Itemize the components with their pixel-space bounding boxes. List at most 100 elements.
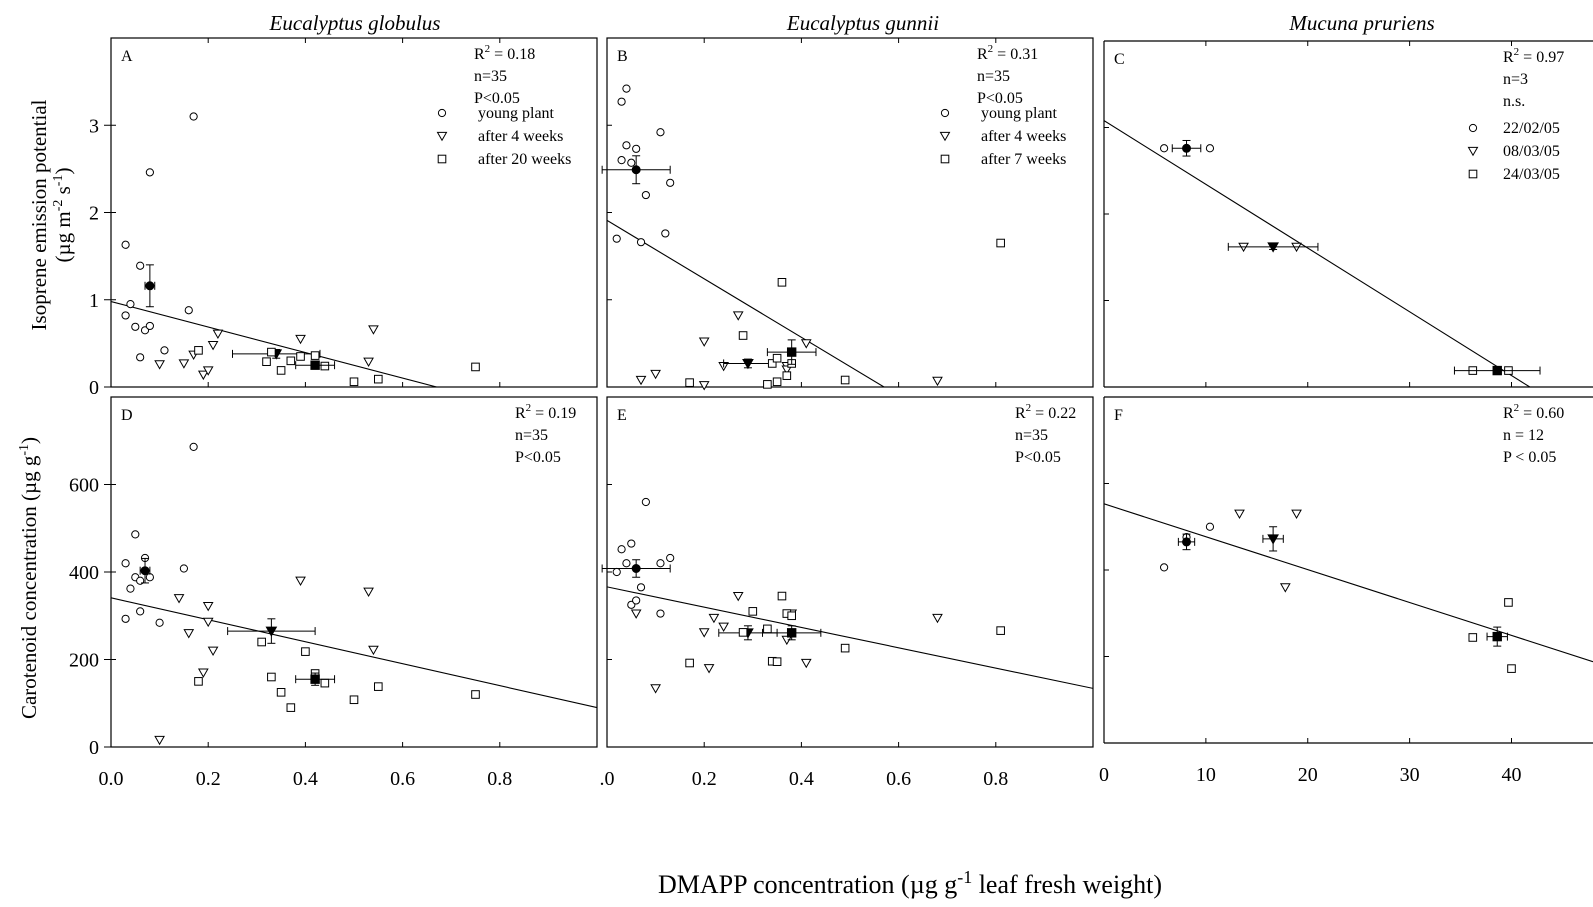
- panel-a-ytick-label: 0: [89, 377, 99, 399]
- panel-c-letter: C: [1114, 51, 1125, 68]
- panel-a-point-triangle: [207, 341, 219, 351]
- panel-d-point-triangle: [202, 617, 214, 628]
- panel-e-point-triangle: [718, 622, 730, 632]
- panel-f-xtick-label: 30: [1400, 764, 1420, 786]
- panel-f-point-triangle: [1291, 509, 1302, 520]
- panel-c-legend-item: 24/03/05: [1468, 166, 1560, 183]
- panel-f-series-circle: [1160, 522, 1215, 572]
- panel-b-r-squared-base: R: [977, 46, 988, 63]
- panel-f-point-square: [1468, 633, 1478, 642]
- panel-d-xtick-label: 0.2: [196, 768, 221, 790]
- panel-e-mean-square: [786, 628, 797, 638]
- panel-a-point-circle: [145, 168, 154, 177]
- panel-b-point-square: [763, 380, 772, 389]
- panel-e-point-circle: [656, 609, 665, 618]
- panel-d-mean-triangle: [265, 626, 278, 637]
- panel-e-point-circle: [656, 559, 665, 568]
- panel-d-xtick-label: 0.0: [99, 768, 124, 790]
- panel-c-point-circle: [1205, 144, 1215, 153]
- panel-b-legend-label: after 7 weeks: [981, 151, 1066, 168]
- panel-d-point-square: [349, 695, 359, 705]
- panel-a-point-triangle: [368, 325, 379, 335]
- panel-a-frame: [110, 37, 598, 388]
- panel-d-point-circle: [155, 618, 164, 627]
- panel-a-point-circle: [145, 321, 154, 331]
- panel-d-point-circle: [121, 559, 130, 568]
- panel-a-point-square: [262, 357, 271, 366]
- panel-c-legend-label: 08/03/05: [1503, 143, 1560, 160]
- panel-d-point-circle: [189, 442, 198, 451]
- panel-e-point-triangle: [698, 628, 710, 638]
- panel-d-regression-line: [111, 597, 597, 709]
- panel-b-point-square: [738, 331, 748, 340]
- panel-d-point-square: [320, 678, 330, 688]
- panel-c-legend-item: 22/02/05: [1468, 120, 1560, 137]
- panel-a-point-triangle: [363, 357, 374, 367]
- panel-b-point-circle: [661, 229, 670, 238]
- panel-b-r-squared-value: = 0.31: [993, 46, 1038, 63]
- panel-e-n: n=35: [1015, 427, 1048, 444]
- y-axis-label-isoprene-line2: (µg m-2 s-1): [51, 168, 75, 263]
- y-axis-label-isoprene-line1: Isoprene emission potential: [27, 99, 51, 330]
- panel-c-legend-marker-square: [1468, 169, 1478, 179]
- panel-b-point-square: [777, 278, 787, 287]
- panel-d-point-triangle: [173, 594, 185, 604]
- panel-b-n: n=35: [977, 68, 1010, 85]
- panel-d-point-square: [286, 703, 296, 712]
- panel-f-r-squared-sup: 2: [1514, 402, 1520, 414]
- panel-a-ytick-label: 1: [89, 290, 99, 312]
- panel-c-r-squared-base: R: [1503, 49, 1514, 66]
- panel-e-point-square: [763, 624, 772, 634]
- panel-a-legend-marker-circle: [437, 108, 447, 118]
- panel-a-legend-item: young plant: [437, 105, 555, 122]
- panel-f-series-triangle: [1234, 509, 1302, 593]
- panel-a-point-square: [267, 347, 276, 357]
- panel-b-r-squared-sup: 2: [988, 43, 994, 55]
- panel-c-series-triangle: [1227, 242, 1319, 253]
- panel-e-r-squared-base: R: [1015, 405, 1026, 422]
- panel-d-xtick-label: 0.6: [390, 768, 415, 790]
- panel-e-point-triangle: [630, 609, 642, 619]
- panel-b-point-triangle: [698, 381, 710, 391]
- panel-a-point-circle: [136, 353, 145, 362]
- panel-a-mean-square: [310, 360, 320, 370]
- panel-f-xtick-label: 40: [1502, 764, 1522, 786]
- panel-e-point-circle: [666, 553, 675, 563]
- panel-e-point-circle: [641, 497, 650, 507]
- panel-b-regression-line: [607, 219, 885, 387]
- panel-b-point-triangle: [732, 311, 744, 321]
- panel-b-point-square: [772, 377, 782, 387]
- panel-a-point-square: [471, 362, 480, 372]
- panel-d-xtick-label: 0.8: [487, 768, 512, 790]
- panel-a-point-triangle: [212, 329, 224, 340]
- panel-e-point-triangle: [732, 591, 744, 602]
- panel-d-point-triangle: [368, 645, 379, 656]
- panel-d-series-square: [194, 637, 480, 712]
- panel-e-point-circle: [632, 596, 641, 605]
- panel-c-legend-marker-triangle: [1467, 146, 1479, 157]
- panel-e-point-square: [748, 607, 758, 616]
- panel-a-legend-marker-triangle: [436, 131, 448, 142]
- panel-e-r-squared-sup: 2: [1026, 402, 1032, 414]
- panel-f-r-squared-base: R: [1503, 405, 1514, 422]
- panel-c-series-square: [1453, 365, 1541, 376]
- panel-f-point-circle: [1160, 563, 1169, 572]
- panel-a-point-circle: [121, 311, 130, 320]
- panel-d: 0 200 400 600 0.0 0.2 0.4 0.6 0.8 D R2 = 0.19 n=35 P…: [69, 396, 598, 790]
- panel-f-r-squared-value: = 0.60: [1519, 405, 1564, 422]
- panel-f: 0 10 20 30 40 F R2 = 0.60 n = 12 P < 0.05: [1099, 396, 1593, 786]
- panel-b-point-square: [782, 371, 792, 380]
- panel-e-regression-line: [607, 586, 1093, 689]
- panel-a-point-square: [310, 351, 320, 360]
- svg-text:Carotenoid concentration (µg g: Carotenoid concentration (µg g-1): [17, 437, 41, 719]
- panel-c-r-squared-sup: 2: [1514, 46, 1520, 58]
- panel-c-mean-square: [1492, 365, 1502, 376]
- panel-d-point-triangle: [183, 629, 195, 639]
- panel-e-point-triangle: [932, 613, 943, 624]
- panel-a-point-circle: [121, 240, 130, 249]
- panel-a-point-circle: [126, 300, 135, 309]
- panel-e-point-square: [738, 628, 748, 637]
- panel-e-point-circle: [622, 559, 631, 568]
- panel-d-r-squared: R2 = 0.19: [515, 402, 576, 422]
